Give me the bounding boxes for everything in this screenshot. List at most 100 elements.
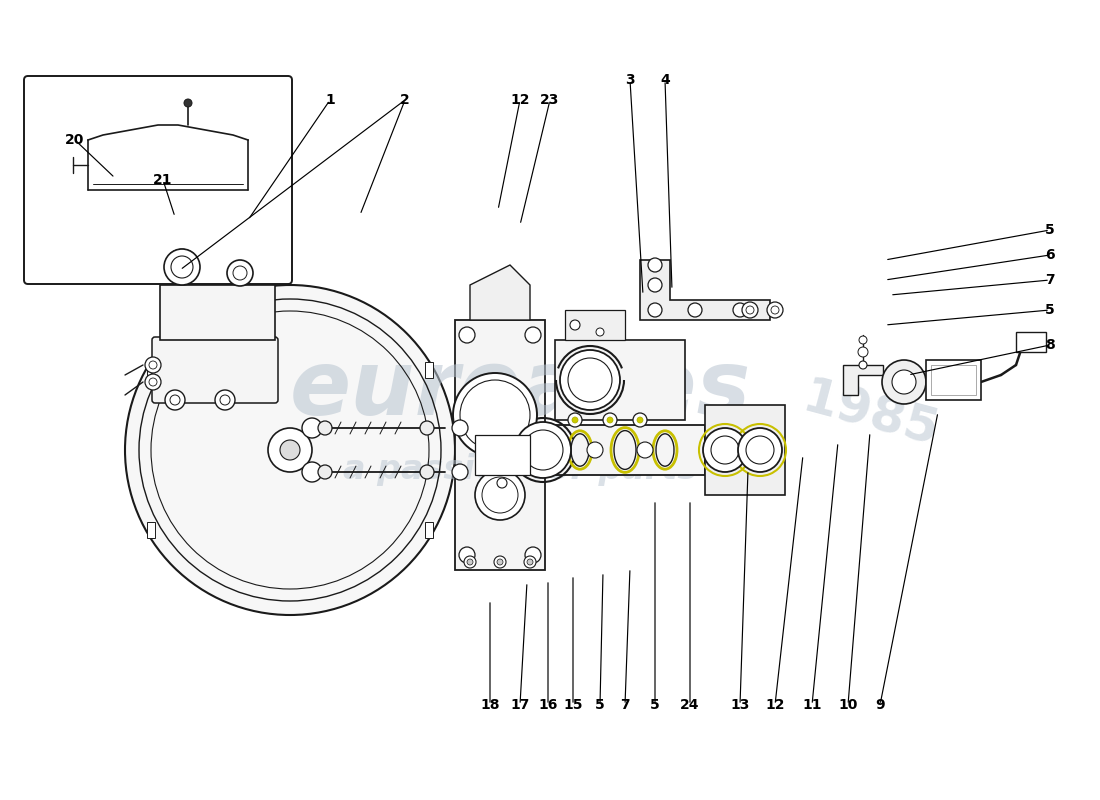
Text: 2: 2 bbox=[400, 93, 410, 107]
Polygon shape bbox=[640, 260, 770, 320]
Text: 6: 6 bbox=[1045, 248, 1055, 262]
Text: 1: 1 bbox=[326, 93, 334, 107]
Circle shape bbox=[524, 556, 536, 568]
Circle shape bbox=[607, 417, 613, 423]
Circle shape bbox=[184, 99, 192, 107]
Circle shape bbox=[170, 256, 192, 278]
Bar bbox=[425, 522, 432, 538]
Circle shape bbox=[420, 465, 434, 479]
Circle shape bbox=[452, 464, 468, 480]
Circle shape bbox=[859, 336, 867, 344]
Circle shape bbox=[733, 303, 747, 317]
Circle shape bbox=[568, 358, 612, 402]
Circle shape bbox=[527, 559, 534, 565]
Circle shape bbox=[494, 556, 506, 568]
Text: 15: 15 bbox=[563, 698, 583, 712]
FancyBboxPatch shape bbox=[152, 337, 278, 403]
Circle shape bbox=[892, 370, 916, 394]
Circle shape bbox=[703, 428, 747, 472]
Circle shape bbox=[459, 547, 475, 563]
Text: 18: 18 bbox=[481, 698, 499, 712]
Bar bbox=[475, 435, 530, 475]
Circle shape bbox=[568, 413, 582, 427]
Circle shape bbox=[220, 395, 230, 405]
Text: 20: 20 bbox=[65, 133, 85, 147]
Text: 5: 5 bbox=[1045, 223, 1055, 237]
Circle shape bbox=[570, 320, 580, 330]
Text: 7: 7 bbox=[620, 698, 630, 712]
Circle shape bbox=[318, 465, 332, 479]
Circle shape bbox=[302, 418, 322, 438]
Bar bbox=[565, 310, 625, 340]
Text: 24: 24 bbox=[680, 698, 700, 712]
Circle shape bbox=[468, 559, 473, 565]
Bar bbox=[425, 362, 432, 378]
Circle shape bbox=[464, 556, 476, 568]
Circle shape bbox=[302, 462, 322, 482]
Circle shape bbox=[214, 390, 235, 410]
Circle shape bbox=[632, 413, 647, 427]
Circle shape bbox=[742, 302, 758, 318]
Bar bbox=[556, 340, 685, 420]
Text: 7: 7 bbox=[1045, 273, 1055, 287]
Circle shape bbox=[711, 436, 739, 464]
Circle shape bbox=[746, 306, 754, 314]
Circle shape bbox=[637, 442, 653, 458]
Circle shape bbox=[145, 374, 161, 390]
Circle shape bbox=[603, 413, 617, 427]
Text: 21: 21 bbox=[153, 173, 173, 187]
Text: 5: 5 bbox=[1045, 303, 1055, 317]
Circle shape bbox=[165, 390, 185, 410]
Polygon shape bbox=[455, 320, 544, 570]
Circle shape bbox=[648, 278, 662, 292]
Text: 23: 23 bbox=[540, 93, 560, 107]
Circle shape bbox=[453, 373, 537, 457]
Text: 1985: 1985 bbox=[796, 374, 944, 456]
Bar bbox=[147, 362, 155, 378]
Text: 13: 13 bbox=[730, 698, 750, 712]
Text: 9: 9 bbox=[876, 698, 884, 712]
Bar bbox=[926, 360, 981, 400]
Circle shape bbox=[164, 249, 200, 285]
Circle shape bbox=[170, 395, 180, 405]
Circle shape bbox=[522, 430, 563, 470]
Circle shape bbox=[459, 327, 475, 343]
Circle shape bbox=[738, 428, 782, 472]
Circle shape bbox=[596, 328, 604, 336]
Circle shape bbox=[525, 327, 541, 343]
Circle shape bbox=[587, 442, 603, 458]
Circle shape bbox=[227, 260, 253, 286]
Text: euroaces: euroaces bbox=[289, 346, 750, 434]
Text: 8: 8 bbox=[1045, 338, 1055, 352]
Circle shape bbox=[859, 361, 867, 369]
Circle shape bbox=[233, 266, 248, 280]
Circle shape bbox=[268, 428, 312, 472]
Text: 3: 3 bbox=[625, 73, 635, 87]
Circle shape bbox=[688, 303, 702, 317]
Circle shape bbox=[280, 440, 300, 460]
Circle shape bbox=[145, 357, 161, 373]
Text: 16: 16 bbox=[538, 698, 558, 712]
Circle shape bbox=[148, 378, 157, 386]
Bar bbox=[147, 522, 155, 538]
Text: 12: 12 bbox=[766, 698, 784, 712]
Polygon shape bbox=[470, 265, 530, 320]
Circle shape bbox=[125, 285, 455, 615]
Bar bbox=[1016, 332, 1046, 352]
Circle shape bbox=[318, 421, 332, 435]
Bar bbox=[544, 425, 705, 475]
Circle shape bbox=[515, 422, 571, 478]
Circle shape bbox=[882, 360, 926, 404]
Bar bbox=[931, 365, 976, 395]
Text: 17: 17 bbox=[510, 698, 530, 712]
Circle shape bbox=[452, 420, 468, 436]
Circle shape bbox=[771, 306, 779, 314]
Circle shape bbox=[637, 417, 644, 423]
Circle shape bbox=[420, 421, 434, 435]
Text: 5: 5 bbox=[595, 698, 605, 712]
Circle shape bbox=[560, 350, 620, 410]
Text: 12: 12 bbox=[510, 93, 530, 107]
Circle shape bbox=[746, 436, 774, 464]
Circle shape bbox=[525, 547, 541, 563]
Circle shape bbox=[475, 470, 525, 520]
